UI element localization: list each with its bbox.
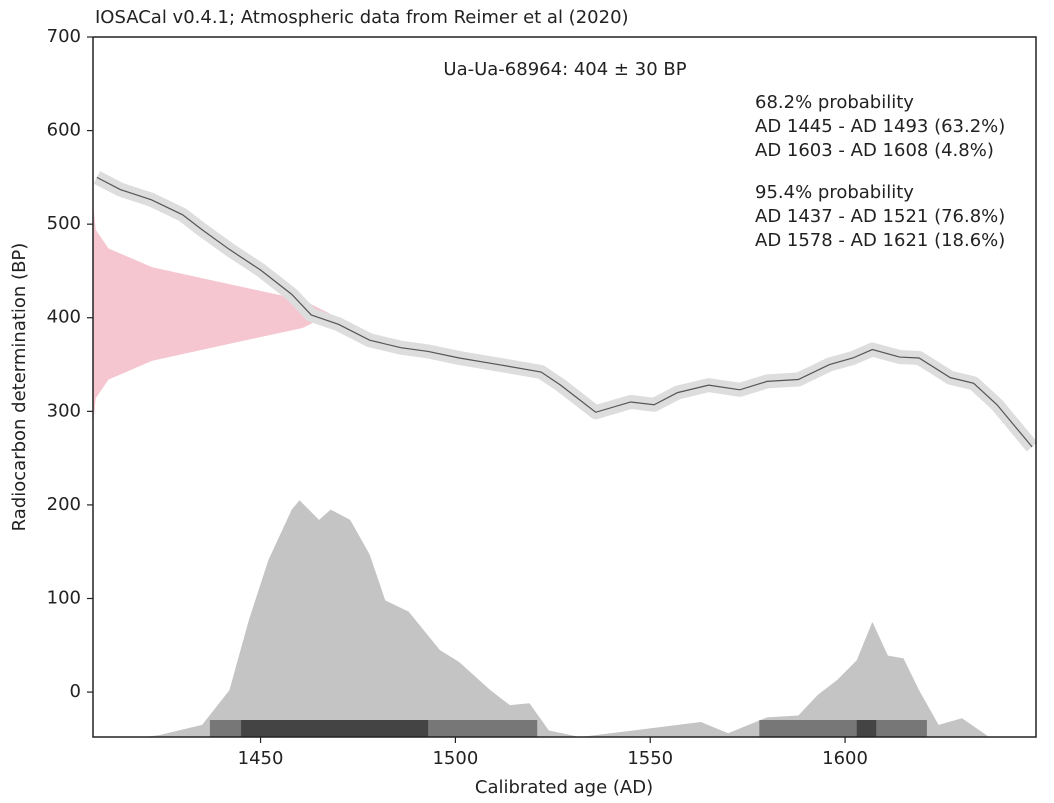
- y-tick-label: 500: [47, 213, 81, 234]
- sample-label: Ua-Ua-68964: 404 ± 30 BP: [443, 59, 686, 80]
- hpd-bar: [759, 720, 927, 737]
- y-tick-label: 700: [47, 26, 81, 47]
- summary-line: AD 1445 - AD 1493 (63.2%): [755, 116, 1005, 137]
- y-tick-label: 300: [47, 400, 81, 421]
- x-axis-label: Calibrated age (AD): [475, 777, 653, 798]
- summary-line: AD 1578 - AD 1621 (18.6%): [755, 230, 1005, 251]
- summary-line: 95.4% probability: [755, 182, 914, 203]
- x-tick-label: 1600: [822, 748, 868, 769]
- y-tick-label: 0: [70, 681, 81, 702]
- summary-line: AD 1603 - AD 1608 (4.8%): [755, 140, 994, 161]
- frame: [92, 36, 1037, 738]
- radiocarbon-density: [93, 173, 331, 455]
- y-tick-label: 400: [47, 307, 81, 328]
- y-tick-label: 200: [47, 494, 81, 515]
- hpd-bar: [856, 720, 877, 737]
- summary-line: 68.2% probability: [755, 92, 914, 113]
- y-axis-label: Radiocarbon determination (BP): [9, 243, 30, 532]
- summary-line: AD 1437 - AD 1521 (76.8%): [755, 206, 1005, 227]
- y-tick-label: 600: [47, 120, 81, 141]
- title-background: [92, 7, 632, 32]
- hpd-bar: [241, 720, 429, 737]
- calibrated-density: [93, 500, 1036, 737]
- chart-title: IOSACal v0.4.1; Atmospheric data from Re…: [95, 7, 629, 28]
- curve-line: [96, 176, 1033, 448]
- x-tick-label: 1450: [238, 748, 284, 769]
- x-tick-label: 1500: [432, 748, 478, 769]
- y-tick-label: 100: [47, 587, 81, 608]
- x-tick-label: 1550: [627, 748, 673, 769]
